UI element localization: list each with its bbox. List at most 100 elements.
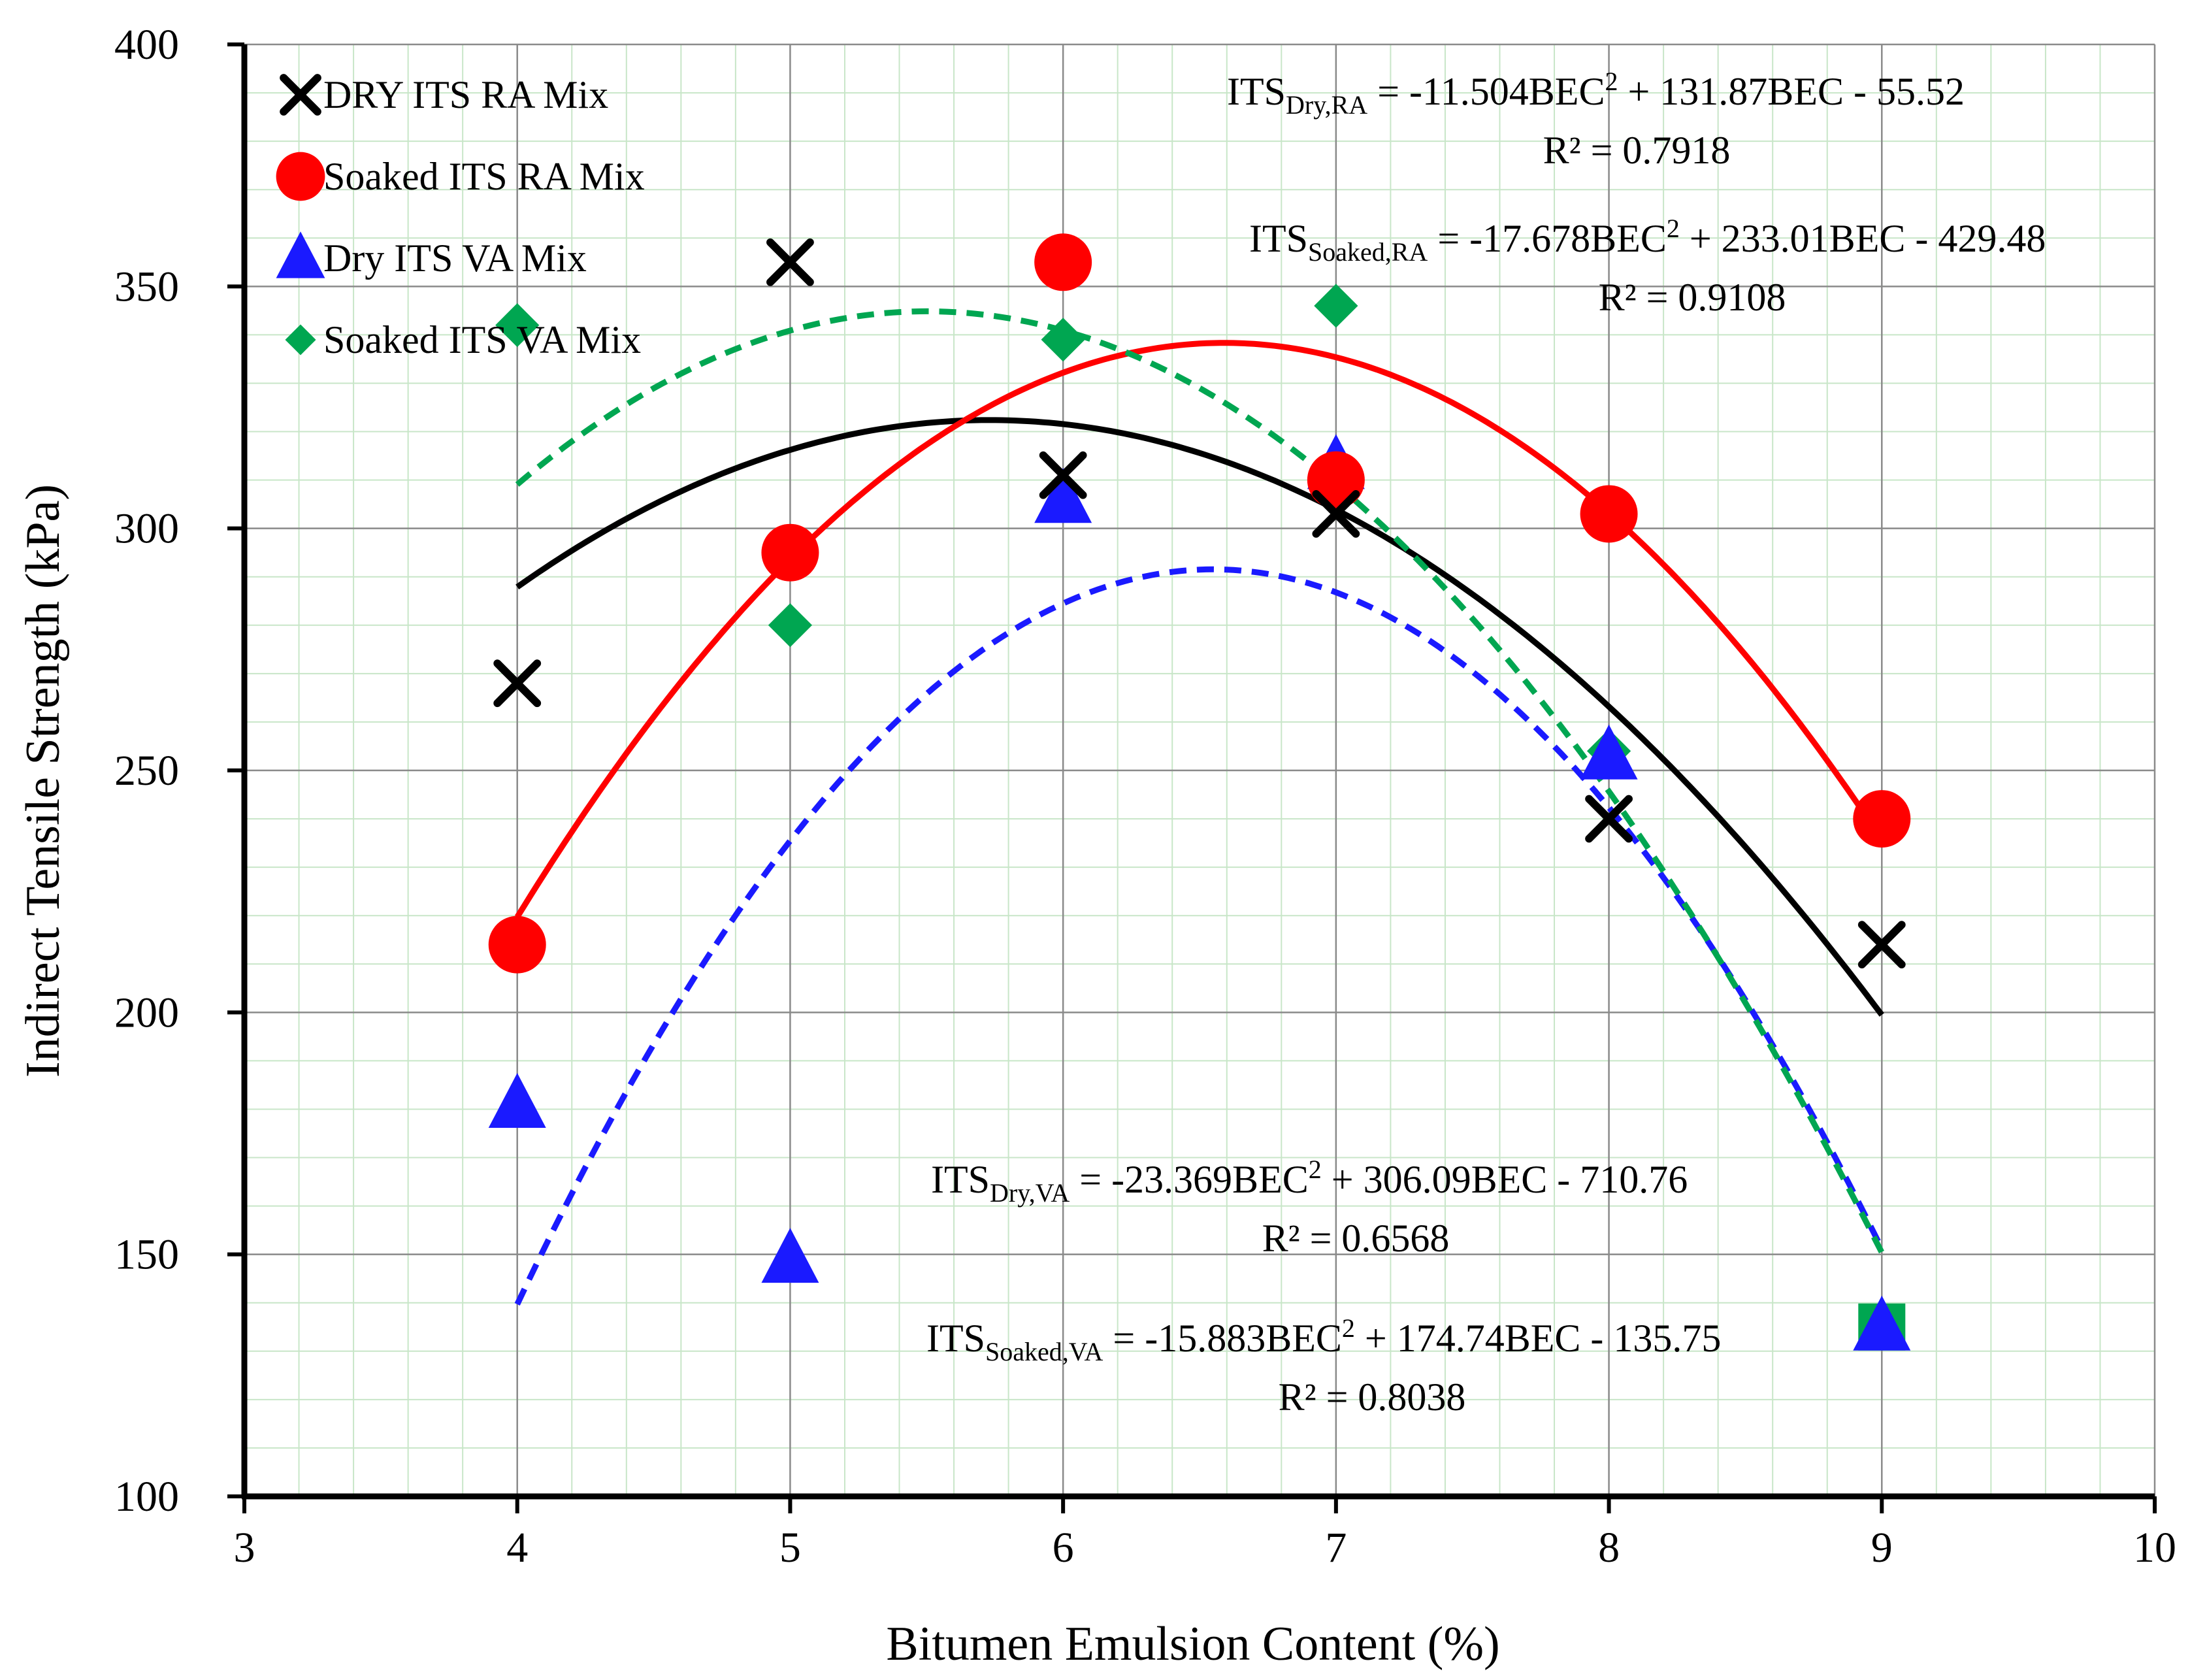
eq-rest: + 131.87BEC - 55.52 xyxy=(1618,70,1965,113)
x-marker-stroke xyxy=(1857,921,1906,969)
y-tick-label: 300 xyxy=(114,505,179,553)
data-point-soaked-its-va-mix xyxy=(495,303,540,348)
legend: DRY ITS RA Mix Soaked ITS RA Mix Dry ITS V… xyxy=(276,73,645,361)
data-point-dry-its-ra-mix xyxy=(766,238,814,286)
eq-superscript: 2 xyxy=(1605,67,1618,96)
x-marker-stroke xyxy=(1312,490,1360,538)
eq-soaked-ra-r-squared: R² = 0.9108 xyxy=(1599,276,1786,319)
x-tick-label: 4 xyxy=(506,1524,528,1572)
y-tick-label: 150 xyxy=(114,1231,179,1279)
data-point-soaked-its-ra-mix xyxy=(1853,790,1911,848)
eq-body: = -15.883BEC xyxy=(1103,1317,1342,1360)
data-point-dry-its-ra-mix xyxy=(1312,490,1360,538)
data-point-soaked-its-ra-mix xyxy=(1034,233,1092,291)
eq-subscript: Dry,RA xyxy=(1286,90,1367,120)
eq-dry-ra: ITSDry,RA = -11.504BEC2 + 131.87BEC - 55… xyxy=(1227,67,1965,172)
y-tick-label: 200 xyxy=(114,989,179,1036)
eq-prefix: ITS xyxy=(1227,70,1286,113)
data-point-dry-its-va-mix xyxy=(1580,724,1638,780)
data-points xyxy=(488,233,1911,1351)
data-point-dry-its-ra-mix xyxy=(1039,451,1087,499)
axes xyxy=(227,42,2157,1513)
eq-superscript: 2 xyxy=(1309,1155,1322,1184)
eq-soaked-ra-formula: ITSSoaked,RA = -17.678BEC2 + 233.01BEC -… xyxy=(1249,214,2046,267)
legend-label: Soaked ITS RA Mix xyxy=(323,155,645,198)
trendline-dry-its-va-mix xyxy=(514,566,1885,1306)
y-tick-label: 100 xyxy=(114,1473,179,1521)
eq-soaked-va-formula: ITSSoaked,VA = -15.883BEC2 + 174.74BEC -… xyxy=(926,1313,1721,1366)
eq-body: = -11.504BEC xyxy=(1367,70,1605,113)
x-tick-label: 5 xyxy=(779,1524,801,1572)
data-point-dry-its-va-mix xyxy=(1034,468,1092,523)
data-point-soaked-its-va-mix xyxy=(768,603,813,648)
data-point-soaked-its-ra-mix xyxy=(761,523,819,582)
eq-soaked-va: ITSSoaked,VA = -15.883BEC2 + 174.74BEC -… xyxy=(926,1313,1721,1419)
data-point-dry-its-va-mix xyxy=(761,1228,819,1283)
data-point-dry-its-ra-mix xyxy=(1585,795,1633,843)
x-marker-stroke xyxy=(1039,451,1087,499)
eq-dry-ra-r-squared: R² = 0.7918 xyxy=(1543,129,1731,172)
trendline-soaked-its-ra-mix xyxy=(514,340,1885,919)
x-tick-label: 6 xyxy=(1053,1524,1074,1572)
trendline-dry-its-ra-mix xyxy=(515,417,1884,1017)
legend-item-dry-its-va-mix: Dry ITS VA Mix xyxy=(276,231,587,280)
y-tick-label: 350 xyxy=(114,263,179,310)
legend-marker xyxy=(280,74,321,116)
eq-rest: + 233.01BEC - 429.48 xyxy=(1680,217,2046,260)
eq-subscript: Soaked,RA xyxy=(1308,237,1428,267)
data-point-dry-its-ra-mix xyxy=(493,659,542,708)
x-tick-label: 3 xyxy=(234,1524,255,1572)
legend-item-dry-its-ra-mix: DRY ITS RA Mix xyxy=(280,73,608,116)
eq-rest: + 306.09BEC - 710.76 xyxy=(1322,1158,1688,1201)
data-point-soaked-its-ra-mix xyxy=(488,915,546,974)
legend-item-soaked-its-va-mix: Soaked ITS VA Mix xyxy=(285,318,641,361)
eq-soaked-va-r-squared: R² = 0.8038 xyxy=(1279,1375,1466,1419)
x-tick-label: 7 xyxy=(1325,1524,1347,1572)
legend-label: Soaked ITS VA Mix xyxy=(323,318,641,361)
eq-dry-ra-formula: ITSDry,RA = -11.504BEC2 + 131.87BEC - 55… xyxy=(1227,67,1965,120)
y-tick-label: 250 xyxy=(114,747,179,795)
eq-dry-va-r-squared: R² = 0.6568 xyxy=(1262,1217,1450,1260)
x-marker-stroke xyxy=(493,659,542,708)
data-point-soaked-its-ra-mix xyxy=(1307,451,1365,509)
eq-dry-va: ITSDry,VA = -23.369BEC2 + 306.09BEC - 71… xyxy=(931,1155,1688,1260)
x-tick-label: 9 xyxy=(1871,1524,1893,1572)
x-axis-title: Bitumen Emulsion Content (%) xyxy=(886,1617,1499,1671)
data-point-soaked-its-ra-mix xyxy=(1580,485,1638,543)
x-marker-stroke xyxy=(1585,795,1633,843)
legend-item-soaked-its-ra-mix: Soaked ITS RA Mix xyxy=(276,152,645,201)
legend-marker xyxy=(276,231,325,278)
eq-subscript: Dry,VA xyxy=(990,1178,1070,1208)
data-point-soaked-its-va-mix xyxy=(1041,318,1085,362)
legend-marker xyxy=(285,324,316,355)
data-point-soaked-its-va-mix xyxy=(1314,284,1358,328)
data-point-dry-its-va-mix xyxy=(488,1073,546,1128)
eq-rest: + 174.74BEC - 135.75 xyxy=(1355,1317,1722,1360)
eq-soaked-ra: ITSSoaked,RA = -17.678BEC2 + 233.01BEC -… xyxy=(1249,214,2046,319)
trendlines xyxy=(514,308,1885,1306)
x-marker-stroke xyxy=(280,74,321,116)
eq-body: = -23.369BEC xyxy=(1070,1158,1309,1201)
eq-prefix: ITS xyxy=(926,1317,985,1360)
eq-dry-va-formula: ITSDry,VA = -23.369BEC2 + 306.09BEC - 71… xyxy=(931,1155,1688,1208)
x-tick-labels: 3 4 5 6 7 8 9 10 xyxy=(234,1524,2177,1572)
data-point-dry-its-ra-mix xyxy=(1857,921,1906,969)
eq-prefix: ITS xyxy=(1249,217,1308,260)
data-point-dry-its-va-mix xyxy=(1853,1295,1911,1351)
eq-superscript: 2 xyxy=(1342,1313,1355,1343)
eq-subscript: Soaked,VA xyxy=(985,1337,1103,1366)
legend-marker xyxy=(276,152,325,201)
y-axis-title: Indirect Tensile Strength (kPa) xyxy=(16,484,70,1078)
eq-body: = -17.678BEC xyxy=(1428,217,1667,260)
legend-label: DRY ITS RA Mix xyxy=(323,73,608,116)
eq-superscript: 2 xyxy=(1667,214,1680,243)
trendline-equations: ITSDry,RA = -11.504BEC2 + 131.87BEC - 55… xyxy=(926,67,2046,1419)
y-tick-labels: 100 150 200 250 300 350 400 xyxy=(114,21,179,1521)
eq-prefix: ITS xyxy=(931,1158,990,1201)
x-tick-label: 8 xyxy=(1598,1524,1620,1572)
y-tick-label: 400 xyxy=(114,21,179,69)
legend-label: Dry ITS VA Mix xyxy=(323,237,587,280)
x-tick-label: 10 xyxy=(2133,1524,2176,1572)
trendline-soaked-its-va-mix xyxy=(515,308,1885,1254)
